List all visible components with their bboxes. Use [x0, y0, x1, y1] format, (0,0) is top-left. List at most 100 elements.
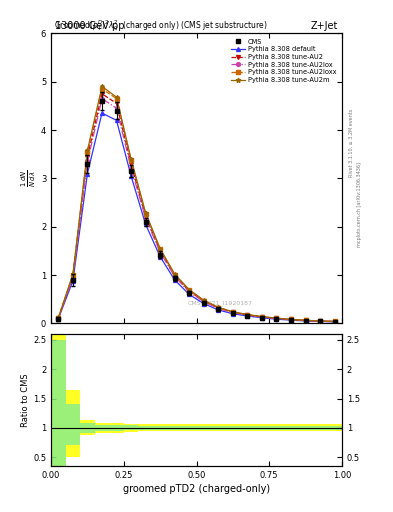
Pythia 8.308 tune-AU2m: [85, 147, 90, 154]
Pythia 8.308 tune-AU2m: [318, 318, 323, 324]
Pythia 8.308 tune-AU2: [202, 298, 206, 304]
Pythia 8.308 tune-AU2lox: [129, 165, 134, 171]
Pythia 8.308 tune-AU2m: [303, 317, 308, 324]
Pythia 8.308 tune-AU2: [216, 305, 221, 311]
Pythia 8.308 tune-AU2loxx: [158, 246, 163, 252]
Pythia 8.308 tune-AU2m: [114, 94, 119, 100]
Pythia 8.308 tune-AU2loxx: [129, 157, 134, 163]
Pythia 8.308 tune-AU2: [100, 91, 105, 97]
Pythia 8.308 tune-AU2loxx: [303, 317, 308, 324]
Pythia 8.308 tune-AU2loxx: [71, 272, 75, 278]
Pythia 8.308 tune-AU2m: [245, 311, 250, 317]
Y-axis label: Ratio to CMS: Ratio to CMS: [21, 373, 30, 427]
Pythia 8.308 tune-AU2loxx: [143, 210, 148, 217]
Pythia 8.308 tune-AU2lox: [216, 305, 221, 311]
Pythia 8.308 default: [114, 117, 119, 123]
Pythia 8.308 tune-AU2lox: [202, 298, 206, 305]
Pythia 8.308 tune-AU2loxx: [56, 314, 61, 321]
Pythia 8.308 tune-AU2: [71, 273, 75, 279]
Pythia 8.308 tune-AU2m: [216, 304, 221, 310]
Pythia 8.308 tune-AU2lox: [318, 318, 323, 324]
Pythia 8.308 default: [143, 221, 148, 227]
Pythia 8.308 tune-AU2: [85, 154, 90, 160]
Pythia 8.308 default: [173, 277, 177, 283]
Pythia 8.308 tune-AU2: [318, 318, 323, 324]
Pythia 8.308 tune-AU2: [332, 318, 337, 325]
Pythia 8.308 tune-AU2m: [71, 271, 75, 277]
Pythia 8.308 tune-AU2loxx: [100, 86, 105, 92]
Legend: CMS, Pythia 8.308 default, Pythia 8.308 tune-AU2, Pythia 8.308 tune-AU2lox, Pyth: CMS, Pythia 8.308 default, Pythia 8.308 …: [229, 37, 339, 85]
Pythia 8.308 default: [56, 315, 61, 322]
X-axis label: groomed pTD2 (charged-only): groomed pTD2 (charged-only): [123, 484, 270, 494]
Pythia 8.308 tune-AU2: [129, 161, 134, 167]
Pythia 8.308 tune-AU2: [260, 314, 264, 320]
Pythia 8.308 tune-AU2lox: [332, 318, 337, 325]
Pythia 8.308 default: [289, 317, 294, 323]
Pythia 8.308 tune-AU2lox: [56, 315, 61, 321]
Pythia 8.308 default: [245, 313, 250, 319]
Pythia 8.308 tune-AU2loxx: [173, 271, 177, 278]
Line: Pythia 8.308 tune-AU2: Pythia 8.308 tune-AU2: [57, 92, 336, 324]
Line: Pythia 8.308 default: Pythia 8.308 default: [57, 111, 336, 324]
Line: Pythia 8.308 tune-AU2m: Pythia 8.308 tune-AU2m: [57, 84, 336, 324]
Pythia 8.308 tune-AU2lox: [289, 316, 294, 323]
Pythia 8.308 tune-AU2loxx: [245, 312, 250, 318]
Pythia 8.308 tune-AU2lox: [245, 312, 250, 318]
Pythia 8.308 tune-AU2loxx: [274, 315, 279, 322]
Y-axis label: $\frac{1}{N}\frac{dN}{d\,\lambda}$: $\frac{1}{N}\frac{dN}{d\,\lambda}$: [20, 169, 38, 187]
Pythia 8.308 default: [216, 307, 221, 313]
Pythia 8.308 tune-AU2m: [332, 318, 337, 325]
Pythia 8.308 tune-AU2: [274, 315, 279, 322]
Pythia 8.308 tune-AU2lox: [187, 289, 192, 295]
Pythia 8.308 tune-AU2loxx: [85, 148, 90, 155]
Text: Rivet 3.1.10, ≥ 3.2M events: Rivet 3.1.10, ≥ 3.2M events: [349, 109, 354, 178]
Pythia 8.308 tune-AU2m: [202, 297, 206, 303]
Pythia 8.308 tune-AU2lox: [303, 317, 308, 324]
Text: CMS_2021_I1920187: CMS_2021_I1920187: [187, 301, 252, 306]
Pythia 8.308 tune-AU2m: [173, 271, 177, 277]
Pythia 8.308 default: [158, 253, 163, 260]
Pythia 8.308 tune-AU2: [143, 213, 148, 219]
Text: Z+Jet: Z+Jet: [310, 20, 338, 31]
Pythia 8.308 tune-AU2lox: [173, 273, 177, 280]
Pythia 8.308 tune-AU2lox: [158, 249, 163, 255]
Line: Pythia 8.308 tune-AU2loxx: Pythia 8.308 tune-AU2loxx: [57, 87, 336, 324]
Line: Pythia 8.308 tune-AU2lox: Pythia 8.308 tune-AU2lox: [57, 97, 336, 324]
Pythia 8.308 default: [100, 110, 105, 116]
Pythia 8.308 default: [85, 170, 90, 177]
Pythia 8.308 default: [129, 173, 134, 179]
Pythia 8.308 tune-AU2lox: [71, 274, 75, 281]
Pythia 8.308 tune-AU2m: [143, 209, 148, 216]
Pythia 8.308 tune-AU2: [158, 248, 163, 254]
Pythia 8.308 tune-AU2loxx: [202, 297, 206, 304]
Pythia 8.308 tune-AU2lox: [260, 314, 264, 320]
Pythia 8.308 tune-AU2lox: [85, 158, 90, 164]
Pythia 8.308 tune-AU2m: [100, 83, 105, 90]
Pythia 8.308 tune-AU2: [231, 309, 235, 315]
Pythia 8.308 default: [187, 291, 192, 297]
Pythia 8.308 tune-AU2loxx: [318, 318, 323, 324]
Pythia 8.308 tune-AU2m: [289, 316, 294, 323]
Pythia 8.308 tune-AU2: [187, 288, 192, 294]
Pythia 8.308 tune-AU2loxx: [231, 309, 235, 315]
Pythia 8.308 tune-AU2loxx: [289, 316, 294, 323]
Pythia 8.308 tune-AU2: [289, 316, 294, 323]
Pythia 8.308 tune-AU2m: [274, 315, 279, 321]
Pythia 8.308 tune-AU2loxx: [187, 287, 192, 293]
Pythia 8.308 tune-AU2: [173, 272, 177, 279]
Text: 13000 GeV pp: 13000 GeV pp: [55, 20, 125, 31]
Pythia 8.308 default: [303, 318, 308, 324]
Pythia 8.308 tune-AU2: [114, 100, 119, 106]
Pythia 8.308 tune-AU2m: [56, 314, 61, 321]
Text: Groomed$(p_T^D)^2\lambda_0^2$  (charged only) (CMS jet substructure): Groomed$(p_T^D)^2\lambda_0^2$ (charged o…: [54, 18, 268, 33]
Pythia 8.308 tune-AU2loxx: [260, 314, 264, 320]
Pythia 8.308 tune-AU2lox: [114, 105, 119, 111]
Text: mcplots.cern.ch [arXiv:1306.3436]: mcplots.cern.ch [arXiv:1306.3436]: [357, 162, 362, 247]
Pythia 8.308 tune-AU2: [303, 317, 308, 324]
Pythia 8.308 tune-AU2: [245, 312, 250, 318]
Pythia 8.308 tune-AU2lox: [274, 315, 279, 322]
Pythia 8.308 tune-AU2lox: [143, 216, 148, 222]
Pythia 8.308 tune-AU2loxx: [114, 96, 119, 102]
Pythia 8.308 tune-AU2loxx: [332, 318, 337, 325]
Pythia 8.308 tune-AU2m: [231, 309, 235, 315]
